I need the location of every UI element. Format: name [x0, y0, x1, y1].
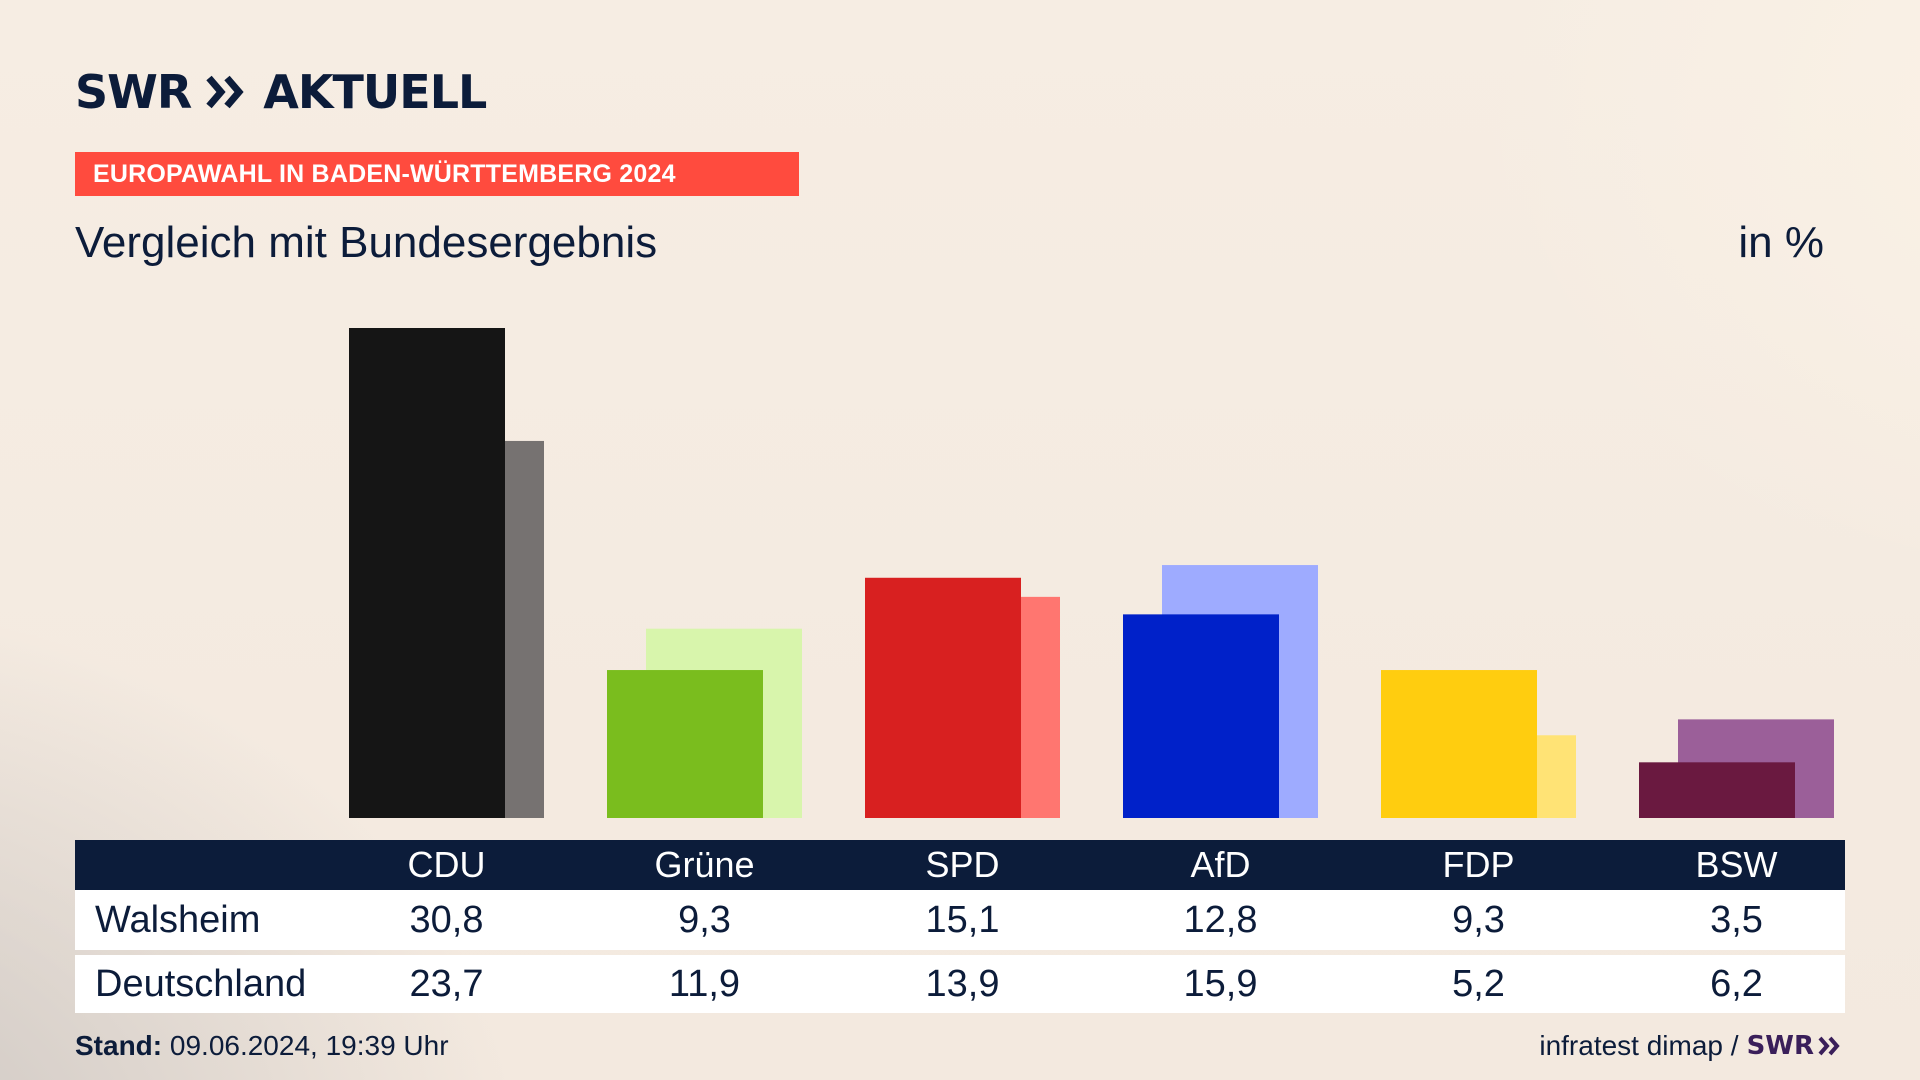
double-chevron-icon	[1818, 1036, 1840, 1056]
results-table: CDU Grüne SPD AfD FDP BSW Walsheim 30,8 9,3 15,1…	[75, 840, 1845, 1013]
bar-deutschland-afd	[1162, 565, 1318, 818]
swr-mini-logo: SWR	[1747, 1031, 1842, 1061]
bar-deutschland-grüne	[646, 628, 802, 818]
bar-deutschland-fdp	[1420, 735, 1576, 818]
table-row: Deutschland 23,7 11,9 13,9 15,9 5,2 6,2	[75, 955, 1845, 1013]
chart-subtitle: Vergleich mit Bundesergebnis	[75, 218, 658, 267]
timestamp: Stand: 09.06.2024, 19:39 Uhr	[75, 1030, 449, 1062]
double-chevron-icon	[206, 75, 244, 109]
bar-deutschland-cdu	[388, 440, 544, 818]
stand-value: 09.06.2024, 19:39 Uhr	[169, 1030, 449, 1061]
swr-aktuell-logo: SWR AKTUELL	[75, 64, 487, 120]
source-credit: infratest dimap / SWR	[1539, 1030, 1842, 1062]
value-cell-cdu: 30,8	[409, 898, 484, 941]
value-cell-bsw: 6,2	[1710, 962, 1763, 1005]
logo-product-text: AKTUELL	[263, 65, 487, 119]
value-cell-spd: 15,1	[925, 898, 1000, 941]
value-cell-grüne: 9,3	[678, 898, 731, 941]
bar-walsheim-bsw	[1639, 762, 1795, 818]
unit-label: in %	[1738, 218, 1824, 267]
column-header-grüne: Grüne	[654, 844, 755, 885]
stand-label: Stand:	[75, 1030, 163, 1061]
bar-walsheim-fdp	[1381, 670, 1537, 818]
value-cell-spd: 13,9	[925, 962, 1000, 1005]
value-cell-afd: 15,9	[1183, 962, 1258, 1005]
bar-deutschland-bsw	[1678, 719, 1834, 818]
column-header-cdu: CDU	[407, 844, 486, 885]
bar-walsheim-afd	[1123, 614, 1279, 818]
bar-walsheim-spd	[865, 577, 1021, 818]
value-cell-grüne: 11,9	[668, 962, 741, 1005]
table-header-row: CDU Grüne SPD AfD FDP BSW	[75, 840, 1845, 890]
value-cell-bsw: 3,5	[1710, 898, 1763, 941]
column-header-bsw: BSW	[1695, 844, 1778, 885]
table-row: Walsheim 30,8 9,3 15,1 12,8 9,3 3,5	[75, 890, 1845, 950]
logo-swr-text: SWR	[75, 65, 192, 119]
value-cell-fdp: 9,3	[1452, 898, 1505, 941]
value-cell-cdu: 23,7	[409, 962, 484, 1005]
column-header-spd: SPD	[925, 844, 1000, 885]
value-cell-afd: 12,8	[1183, 898, 1258, 941]
mini-logo-text: SWR	[1746, 1031, 1814, 1061]
value-cell-fdp: 5,2	[1452, 962, 1505, 1005]
row-label: Walsheim	[95, 898, 261, 941]
column-header-afd: AfD	[1190, 844, 1251, 885]
row-label: Deutschland	[95, 962, 307, 1005]
bar-deutschland-spd	[904, 596, 1060, 818]
election-banner: EUROPAWAHL IN BADEN-WÜRTTEMBERG 2024	[75, 152, 799, 196]
bar-walsheim-cdu	[349, 328, 505, 818]
column-header-fdp: FDP	[1442, 844, 1515, 885]
bar-walsheim-grüne	[607, 670, 763, 818]
source-text: infratest dimap /	[1539, 1030, 1739, 1061]
